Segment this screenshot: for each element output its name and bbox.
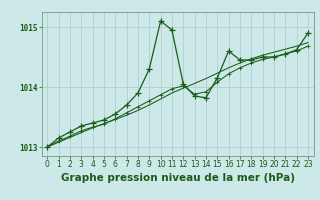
X-axis label: Graphe pression niveau de la mer (hPa): Graphe pression niveau de la mer (hPa) xyxy=(60,173,295,183)
